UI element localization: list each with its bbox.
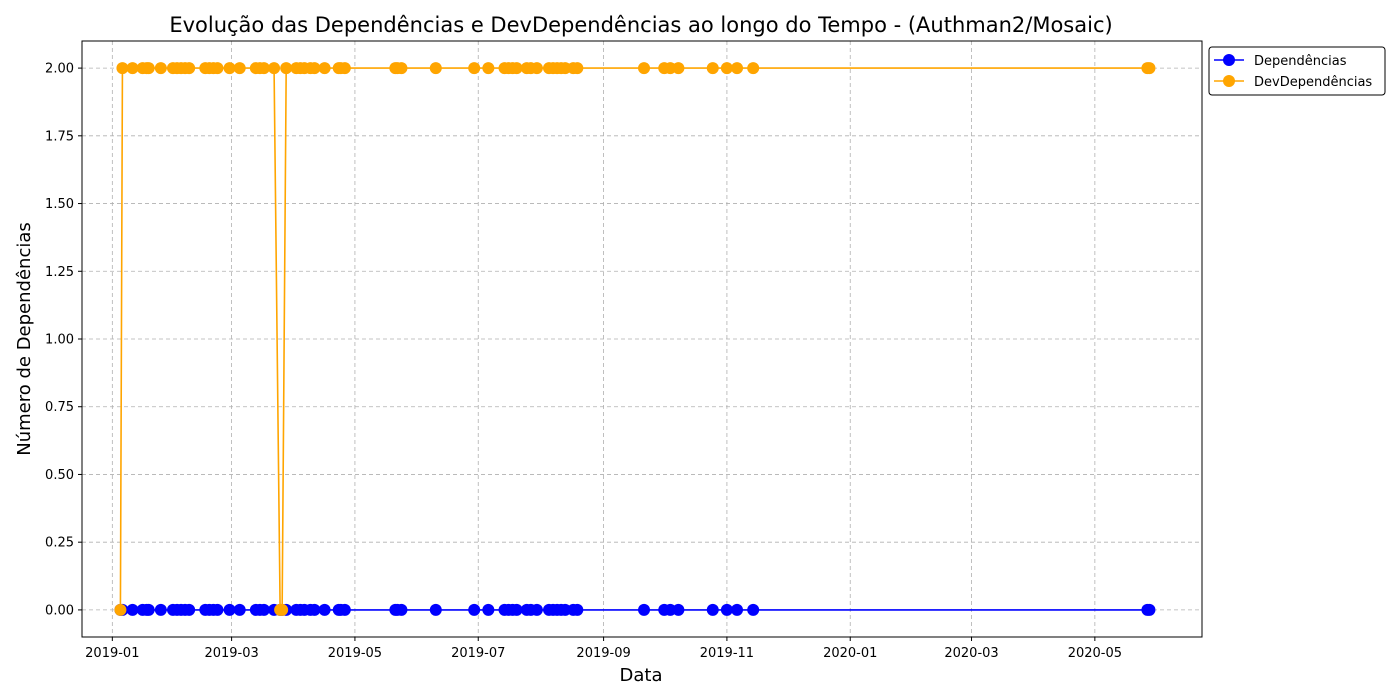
x-tick-label: 2019-01 <box>85 646 139 661</box>
y-tick-label: 0.25 <box>45 536 74 551</box>
data-point-devdependencias <box>706 62 719 75</box>
x-tick-label: 2019-07 <box>451 646 505 661</box>
data-point-devdependencias <box>482 62 495 75</box>
data-point-devdependencias <box>142 62 155 75</box>
data-point-dependencias <box>318 603 331 616</box>
y-tick-label: 0.75 <box>45 400 74 415</box>
x-tick-label: 2019-11 <box>700 646 754 661</box>
data-point-devdependencias <box>672 62 685 75</box>
data-point-devdependencias <box>154 62 167 75</box>
data-point-dependencias <box>571 603 584 616</box>
legend-marker-devdependencias <box>1223 75 1235 87</box>
axis-ticks: 0.00 0.25 0.50 0.75 1.00 1.25 1.50 1.75 2.00 2019… <box>45 62 1122 661</box>
data-point-devdependencias <box>308 62 321 75</box>
data-point-devdependencias <box>183 62 196 75</box>
legend-label-devdependencias: DevDependências <box>1254 75 1372 90</box>
data-point-dependencias <box>429 603 442 616</box>
data-point-devdependencias <box>429 62 442 75</box>
data-point-devdependencias <box>276 603 289 616</box>
data-point-dependencias <box>720 603 733 616</box>
data-point-devdependencias <box>233 62 246 75</box>
data-point-dependencias <box>211 603 224 616</box>
data-point-dependencias <box>183 603 196 616</box>
legend-frame <box>1208 46 1386 96</box>
x-tick-label: 2019-03 <box>204 646 258 661</box>
x-tick-label: 2020-05 <box>1068 646 1122 661</box>
x-tick-label: 2020-01 <box>823 646 877 661</box>
data-point-devdependencias <box>731 62 744 75</box>
data-point-dependencias <box>126 603 139 616</box>
data-point-devdependencias <box>211 62 224 75</box>
data-point-dependencias <box>257 603 270 616</box>
data-point-devdependencias <box>268 62 281 75</box>
data-point-devdependencias <box>530 62 543 75</box>
data-point-devdependencias <box>468 62 481 75</box>
data-point-dependencias <box>510 603 523 616</box>
y-tick-label: 2.00 <box>45 62 74 77</box>
data-point-dependencias <box>338 603 351 616</box>
data-point-devdependencias <box>116 62 129 75</box>
data-point-dependencias <box>142 603 155 616</box>
data-point-dependencias <box>468 603 481 616</box>
y-axis-label: Número de Dependências <box>14 222 35 456</box>
data-point-devdependencias <box>395 62 408 75</box>
legend-label-dependencias: Dependências <box>1254 54 1347 69</box>
legend-marker-dependencias <box>1223 54 1235 66</box>
data-point-dependencias <box>638 603 651 616</box>
series-layer <box>114 62 1156 616</box>
y-tick-label: 1.25 <box>45 265 74 280</box>
data-point-devdependencias <box>510 62 523 75</box>
data-point-devdependencias <box>114 603 127 616</box>
data-point-devdependencias <box>223 62 236 75</box>
grid-layer <box>82 41 1202 637</box>
data-point-devdependencias <box>126 62 139 75</box>
x-tick-label: 2019-09 <box>576 646 630 661</box>
data-point-dependencias <box>1143 603 1156 616</box>
y-tick-label: 1.50 <box>45 197 74 212</box>
data-point-dependencias <box>308 603 321 616</box>
data-point-devdependencias <box>720 62 733 75</box>
data-point-dependencias <box>482 603 495 616</box>
data-point-dependencias <box>747 603 760 616</box>
data-point-dependencias <box>395 603 408 616</box>
data-point-dependencias <box>530 603 543 616</box>
data-point-dependencias <box>672 603 685 616</box>
series-devdependencias <box>114 62 1156 616</box>
data-point-dependencias <box>154 603 167 616</box>
data-point-dependencias <box>223 603 236 616</box>
series-dependencias <box>114 603 1156 616</box>
data-point-devdependencias <box>571 62 584 75</box>
y-tick-label: 0.50 <box>45 468 74 483</box>
data-point-devdependencias <box>318 62 331 75</box>
data-point-dependencias <box>731 603 744 616</box>
data-point-devdependencias <box>638 62 651 75</box>
y-tick-label: 1.75 <box>45 129 74 144</box>
data-point-devdependencias <box>747 62 760 75</box>
data-point-devdependencias <box>1143 62 1156 75</box>
data-point-dependencias <box>233 603 246 616</box>
data-point-devdependencias <box>338 62 351 75</box>
legend: Dependências DevDependências <box>1208 46 1386 96</box>
x-tick-label: 2019-05 <box>328 646 382 661</box>
x-tick-label: 2020-03 <box>944 646 998 661</box>
data-point-devdependencias <box>280 62 293 75</box>
y-tick-label: 1.00 <box>45 333 74 348</box>
chart-title: Evolução das Dependências e DevDependênc… <box>169 13 1112 37</box>
x-axis-label: Data <box>620 665 663 686</box>
data-point-dependencias <box>706 603 719 616</box>
y-tick-label: 0.00 <box>45 603 74 618</box>
data-point-devdependencias <box>257 62 270 75</box>
